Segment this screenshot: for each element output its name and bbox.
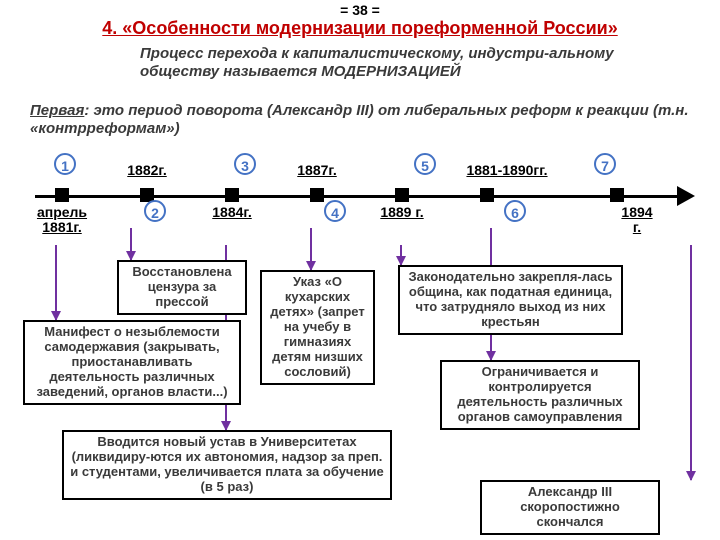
year-1887: 1887г.: [297, 162, 336, 178]
definition-text: Процесс перехода к капиталистическому, и…: [140, 45, 680, 81]
note-2: Восстановлена цензура за прессой: [117, 260, 247, 315]
note-3: Вводится новый устав в Университетах (ли…: [62, 430, 392, 500]
year-1881: апрель1881г.: [37, 205, 87, 236]
tick-5: [395, 188, 409, 202]
year-1894: 1894г.: [621, 205, 652, 236]
year-1881-1890: 1881-1890гг.: [466, 162, 547, 178]
timeline-axis: [35, 195, 680, 198]
note-4: Указ «О кухарских детях» (запрет на учеб…: [260, 270, 375, 385]
timeline: апрель1881г. 1882г. 1884г. 1887г. 1889 г…: [35, 160, 695, 230]
circle-4: 4: [324, 200, 346, 222]
year-1882: 1882г.: [127, 162, 166, 178]
circle-5: 5: [414, 153, 436, 175]
note-1: Манифест о незыблемости самодержавия (за…: [23, 320, 241, 405]
sub-rest: : это период поворота (Александр III) от…: [30, 102, 689, 137]
year-1884: 1884г.: [212, 205, 251, 220]
year-1889: 1889 г.: [380, 205, 423, 220]
arrow-2: [130, 228, 132, 260]
page-number: = 38 =: [340, 2, 380, 18]
note-5: Законодательно закрепля-лась община, как…: [398, 265, 623, 335]
circle-2: 2: [144, 200, 166, 222]
sub-first: Первая: [30, 102, 84, 119]
circle-7: 7: [594, 153, 616, 175]
tick-4: [310, 188, 324, 202]
note-6: Ограничивается и контролируется деятельн…: [440, 360, 640, 430]
tick-7: [610, 188, 624, 202]
circle-1: 1: [54, 153, 76, 175]
subtitle: Первая: это период поворота (Александр I…: [30, 102, 710, 138]
arrow-4: [310, 228, 312, 270]
tick-1: [55, 188, 69, 202]
note-7: Александр III скоропостижно скончался: [480, 480, 660, 535]
arrow-7: [690, 245, 692, 480]
page-title: 4. «Особенности модернизации пореформенн…: [0, 18, 720, 39]
arrow-1: [55, 245, 57, 320]
tick-3: [225, 188, 239, 202]
tick-6: [480, 188, 494, 202]
arrow-5: [400, 245, 402, 265]
circle-3: 3: [234, 153, 256, 175]
circle-6: 6: [504, 200, 526, 222]
timeline-arrowhead: [677, 186, 695, 206]
